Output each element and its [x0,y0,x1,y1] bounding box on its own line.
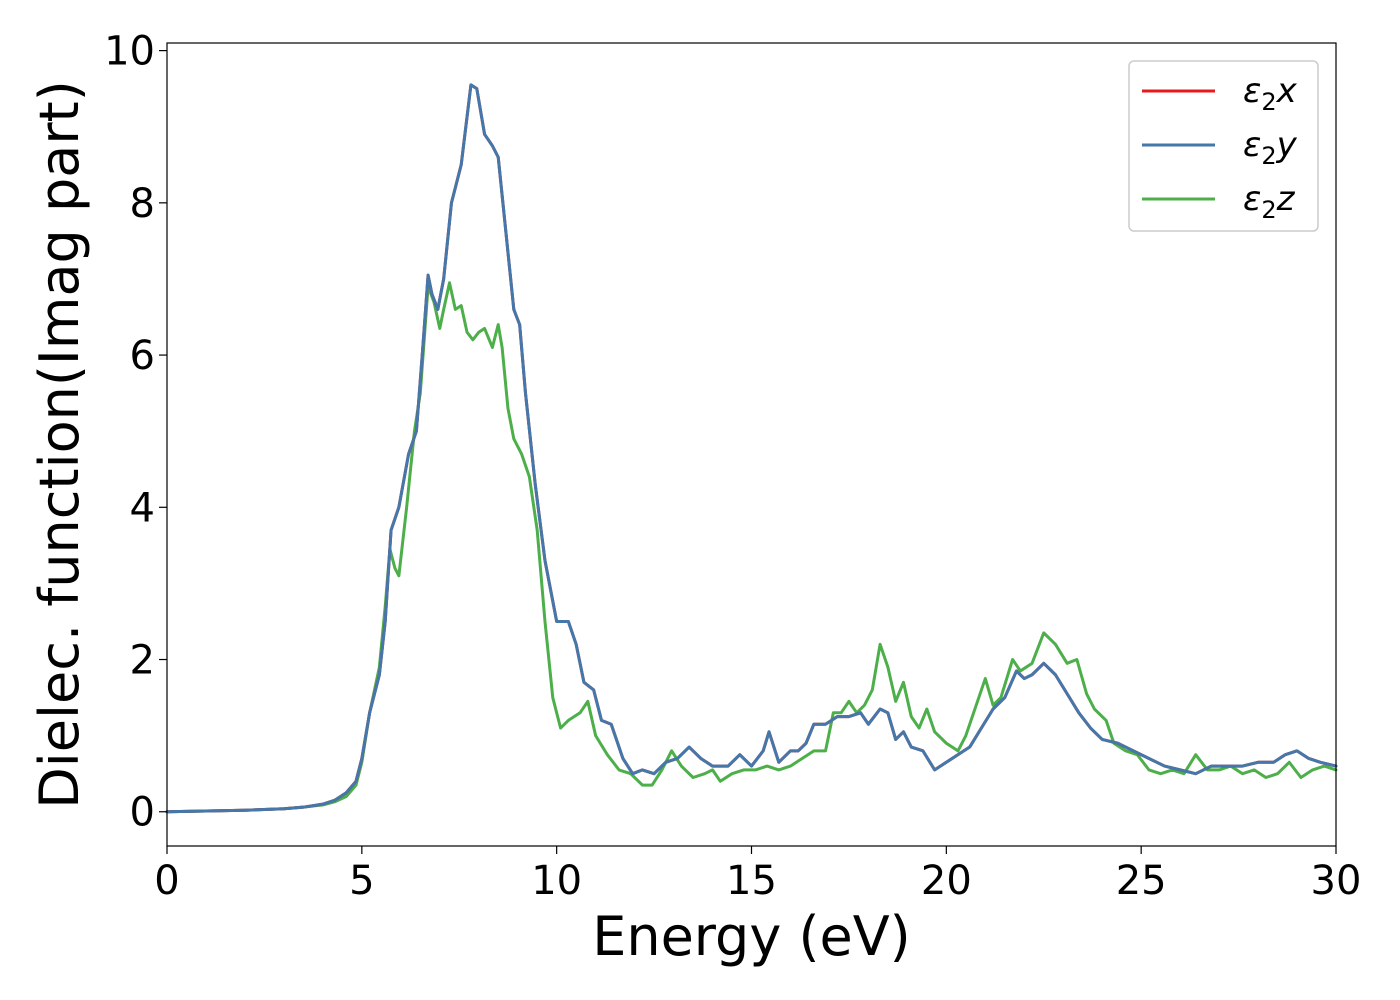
x-tick-label: 20 [921,858,972,904]
legend-label-z: ε2z [1243,179,1296,224]
y-axis-label: Dielec. function(Imag part) [28,80,91,809]
x-tick-label: 15 [726,858,777,904]
x-axis-label: Energy (eV) [592,905,911,968]
x-tick-label: 5 [349,858,374,904]
legend-label-x: ε2x [1243,71,1298,116]
x-tick-label: 25 [1116,858,1167,904]
legend-entries: ε2x ε2y ε2z [1142,71,1298,224]
series-layer [165,83,1338,814]
y-tick-label: 6 [130,333,155,379]
y-axis-ticks: 0 2 4 6 8 10 [104,29,167,836]
y-tick-label: 4 [130,485,155,531]
legend-label-y: ε2y [1243,125,1298,170]
y-tick-label: 0 [130,790,155,836]
x-tick-label: 0 [154,858,179,904]
x-tick-label: 30 [1311,858,1362,904]
series-line-y [165,83,1338,814]
legend: ε2x ε2y ε2z [1128,60,1319,232]
y-tick-label: 8 [130,181,155,227]
y-tick-label: 10 [104,29,155,75]
y-tick-label: 2 [130,638,155,684]
x-tick-label: 10 [531,858,582,904]
x-axis-ticks: 0 5 10 15 20 25 30 [154,846,1361,904]
legend-frame [1128,60,1319,232]
